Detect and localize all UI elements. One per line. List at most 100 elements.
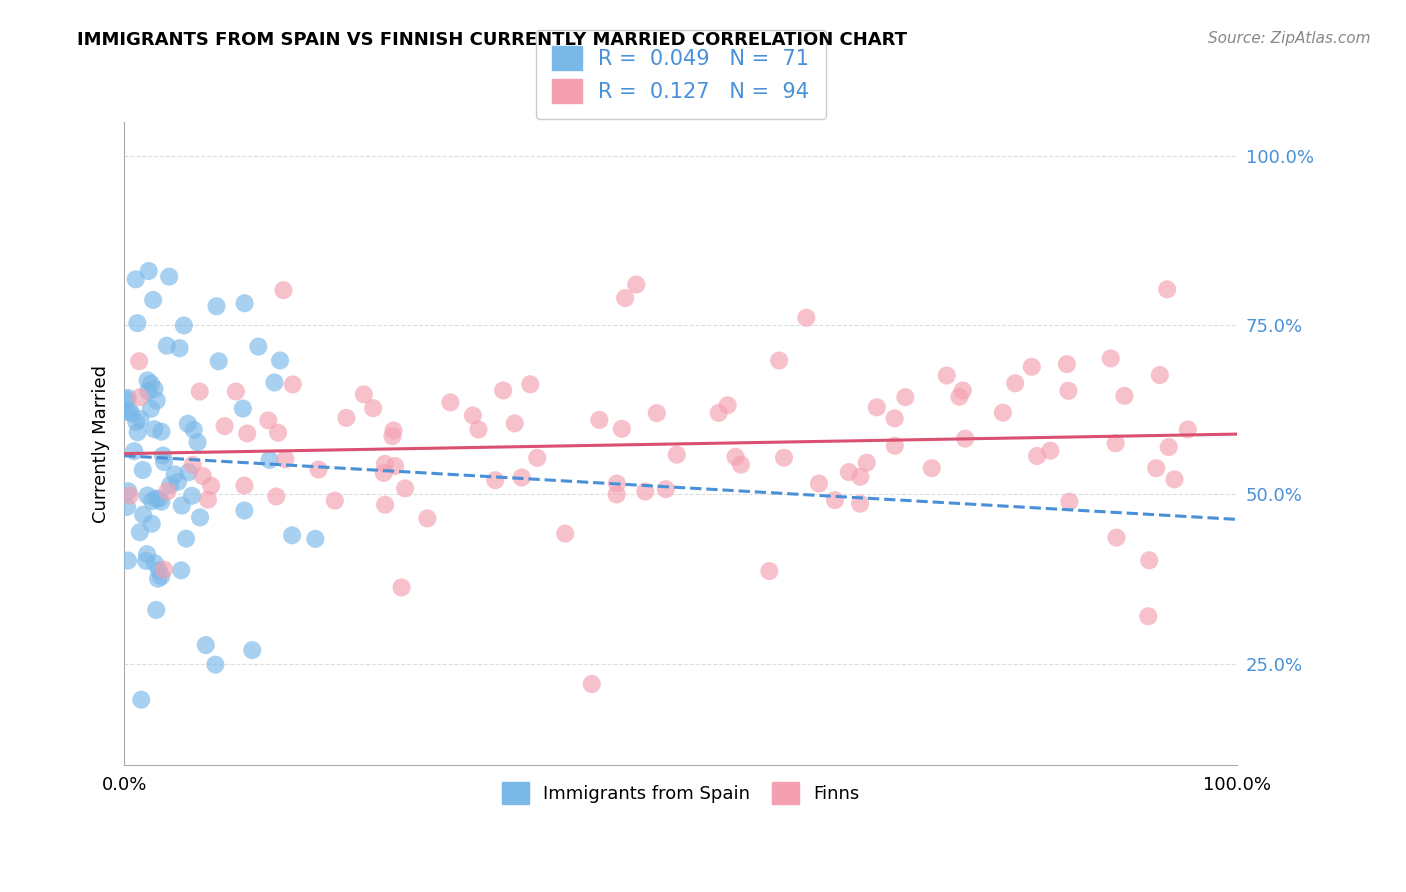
Point: [1104, 436, 1126, 450]
Point: [554, 526, 576, 541]
Point: [163, 467, 186, 482]
Point: [115, 392, 138, 407]
Point: [335, 410, 357, 425]
Point: [758, 564, 780, 578]
Point: [156, 484, 179, 499]
Point: [127, 425, 149, 440]
Point: [150, 569, 173, 583]
Point: [181, 458, 204, 472]
Point: [153, 455, 176, 469]
Point: [952, 384, 974, 398]
Point: [510, 470, 533, 484]
Point: [177, 417, 200, 431]
Point: [935, 368, 957, 383]
Point: [157, 269, 180, 284]
Point: [152, 449, 174, 463]
Point: [200, 479, 222, 493]
Point: [148, 491, 170, 506]
Point: [141, 494, 163, 508]
Point: [606, 476, 628, 491]
Legend: Immigrants from Spain, Finns: Immigrants from Spain, Finns: [495, 774, 868, 811]
Point: [484, 473, 506, 487]
Point: [128, 390, 150, 404]
Point: [143, 422, 166, 436]
Point: [145, 603, 167, 617]
Point: [281, 528, 304, 542]
Point: [139, 376, 162, 391]
Point: [1156, 282, 1178, 296]
Point: [173, 318, 195, 333]
Point: [139, 401, 162, 416]
Point: [724, 450, 747, 464]
Point: [156, 339, 179, 353]
Point: [136, 488, 159, 502]
Point: [655, 482, 678, 496]
Point: [439, 395, 461, 409]
Point: [707, 406, 730, 420]
Point: [150, 494, 173, 508]
Point: [204, 657, 226, 672]
Point: [353, 387, 375, 401]
Point: [236, 426, 259, 441]
Point: [129, 692, 152, 706]
Point: [132, 508, 155, 522]
Text: Source: ZipAtlas.com: Source: ZipAtlas.com: [1208, 31, 1371, 46]
Point: [394, 482, 416, 496]
Point: [373, 466, 395, 480]
Point: [883, 411, 905, 425]
Point: [526, 450, 548, 465]
Point: [136, 547, 159, 561]
Point: [374, 498, 396, 512]
Point: [606, 487, 628, 501]
Point: [267, 425, 290, 440]
Point: [180, 489, 202, 503]
Point: [1149, 368, 1171, 382]
Text: IMMIGRANTS FROM SPAIN VS FINNISH CURRENTLY MARRIED CORRELATION CHART: IMMIGRANTS FROM SPAIN VS FINNISH CURRENT…: [77, 31, 907, 49]
Point: [588, 413, 610, 427]
Point: [191, 469, 214, 483]
Point: [492, 384, 515, 398]
Point: [125, 272, 148, 286]
Point: [381, 429, 404, 443]
Point: [115, 404, 138, 418]
Point: [519, 377, 541, 392]
Point: [991, 406, 1014, 420]
Point: [118, 403, 141, 417]
Point: [194, 638, 217, 652]
Point: [143, 382, 166, 396]
Point: [128, 525, 150, 540]
Point: [807, 476, 830, 491]
Point: [170, 563, 193, 577]
Point: [1099, 351, 1122, 366]
Point: [866, 401, 889, 415]
Point: [730, 458, 752, 472]
Point: [274, 452, 297, 467]
Point: [467, 422, 489, 436]
Point: [120, 406, 142, 420]
Point: [824, 493, 846, 508]
Point: [169, 341, 191, 355]
Point: [145, 393, 167, 408]
Point: [626, 277, 648, 292]
Point: [132, 463, 155, 477]
Point: [186, 435, 208, 450]
Point: [122, 444, 145, 458]
Point: [855, 456, 877, 470]
Point: [208, 354, 231, 368]
Point: [1157, 440, 1180, 454]
Point: [129, 412, 152, 426]
Point: [1004, 376, 1026, 391]
Point: [768, 353, 790, 368]
Point: [146, 572, 169, 586]
Point: [361, 401, 384, 416]
Point: [614, 291, 637, 305]
Point: [1137, 609, 1160, 624]
Point: [115, 500, 138, 514]
Point: [1105, 531, 1128, 545]
Point: [214, 419, 236, 434]
Point: [188, 510, 211, 524]
Point: [174, 532, 197, 546]
Point: [142, 293, 165, 307]
Point: [1039, 443, 1062, 458]
Point: [849, 470, 872, 484]
